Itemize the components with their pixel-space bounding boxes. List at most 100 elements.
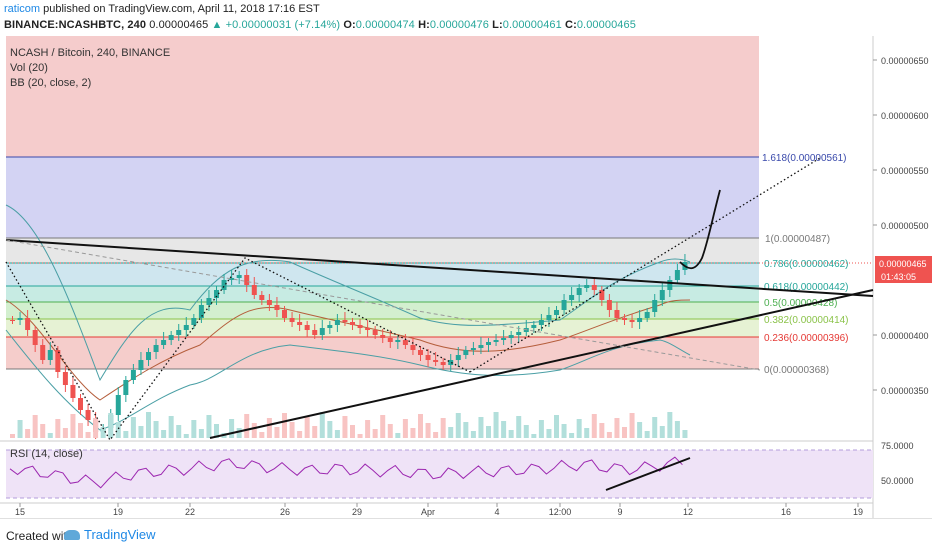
candle-body xyxy=(176,330,182,335)
volume-bar xyxy=(501,421,507,438)
volume-bar xyxy=(561,424,567,438)
volume-legend[interactable]: Vol (20) xyxy=(10,62,48,74)
candle-body xyxy=(584,285,590,288)
volume-bar xyxy=(191,420,197,438)
volume-bar xyxy=(259,432,265,438)
candle-body xyxy=(546,315,552,320)
rsi-tick-label: 75.0000 xyxy=(881,441,914,451)
candle-body xyxy=(342,320,348,322)
fib-label-1.618: 1.618(0.00000561) xyxy=(762,153,847,164)
volume-bar xyxy=(584,428,590,438)
rsi-legend[interactable]: RSI (14, close) xyxy=(10,448,83,460)
high-value: 0.00000476 xyxy=(429,19,489,31)
tradingview-logo[interactable]: TradingView xyxy=(64,527,156,542)
volume-bar xyxy=(236,428,242,438)
symbol-line: BINANCE:NCASHBTC, 240 0.00000465 ▲ +0.00… xyxy=(4,19,636,31)
rsi-range-band xyxy=(6,450,873,498)
volume-bar xyxy=(652,417,658,438)
candle-body xyxy=(130,370,136,380)
fib-label-1: 1(0.00000487) xyxy=(765,234,830,245)
fib-zone-4 xyxy=(6,286,759,302)
candle-body xyxy=(304,325,310,330)
candle-body xyxy=(153,345,159,352)
candle-body xyxy=(402,340,408,345)
volume-bar xyxy=(486,426,491,438)
candle-body xyxy=(667,280,673,290)
candle-body xyxy=(652,300,658,312)
open-value: 0.00000474 xyxy=(355,19,415,31)
publisher-name[interactable]: raticom xyxy=(4,3,41,15)
candle-body xyxy=(614,310,620,318)
low-label: L: xyxy=(492,19,503,31)
volume-bar xyxy=(55,419,61,438)
price-tick-label: 0.00000600 xyxy=(881,111,929,121)
volume-bar xyxy=(214,424,219,438)
candle-body xyxy=(289,318,295,322)
volume-bar xyxy=(538,420,544,438)
fib-zone-0 xyxy=(6,36,759,157)
countdown-badge xyxy=(875,270,932,283)
last-price: 0.00000465 xyxy=(149,19,209,31)
candle-body xyxy=(115,395,121,415)
candle-body xyxy=(62,372,68,385)
candle-body xyxy=(644,312,650,318)
volume-bar xyxy=(62,428,68,438)
volume-bar xyxy=(297,431,303,438)
candle-body xyxy=(32,330,38,345)
volume-bar xyxy=(554,415,559,438)
volume-bar xyxy=(448,427,454,438)
tradingview-cloud-icon xyxy=(64,530,80,540)
candle-body xyxy=(25,318,31,330)
volume-bar xyxy=(440,418,446,438)
volume-bar xyxy=(455,413,461,438)
candle-body xyxy=(599,290,605,300)
volume-bar xyxy=(637,422,643,438)
volume-bar xyxy=(334,430,340,438)
candle-body xyxy=(123,380,129,395)
candle-body xyxy=(297,322,303,325)
volume-bar xyxy=(153,421,159,438)
candle-body xyxy=(516,332,522,335)
volume-bar xyxy=(10,434,15,438)
volume-bar xyxy=(365,420,371,438)
candle-body xyxy=(282,310,287,318)
volume-bar xyxy=(659,426,665,438)
volume-bar xyxy=(606,432,612,438)
candle-body xyxy=(395,340,401,342)
candle-body xyxy=(221,280,227,290)
symbol-name[interactable]: BINANCE:NCASHBTC, 240 xyxy=(4,19,147,31)
volume-bar xyxy=(357,434,363,438)
current-price-badge xyxy=(875,256,932,270)
symbol-legend[interactable]: NCASH / Bitcoin, 240, BINANCE xyxy=(10,47,171,59)
price-tick-label: 0.00000650 xyxy=(881,56,929,66)
price-tick-label: 0.00000550 xyxy=(881,166,929,176)
ascending-trendline xyxy=(209,289,874,439)
candle-body xyxy=(659,290,665,300)
volume-bar xyxy=(85,432,91,438)
time-tick-label: 9 xyxy=(617,507,622,517)
candle-body xyxy=(274,305,280,310)
volume-bar xyxy=(470,431,476,438)
candle-body xyxy=(554,310,559,315)
candle-body xyxy=(78,398,83,410)
candle-body xyxy=(312,330,318,335)
countdown-label: 01:43:05 xyxy=(881,272,916,282)
tradingview-brand: TradingView xyxy=(84,527,156,542)
bollinger-legend[interactable]: BB (20, close, 2) xyxy=(10,77,92,89)
volume-bar xyxy=(183,434,189,438)
candle-body xyxy=(334,320,340,325)
volume-bar xyxy=(123,431,129,438)
dashed-channel-line xyxy=(5,239,761,371)
rsi-line xyxy=(9,456,683,489)
candle-body xyxy=(357,325,363,328)
volume-bar xyxy=(614,418,620,438)
volume-bar xyxy=(402,419,408,438)
fib-label-0.5: 0.5(0.00000428) xyxy=(764,298,837,309)
time-tick-label: 12 xyxy=(683,507,693,517)
candle-body xyxy=(674,270,680,280)
volume-bar xyxy=(576,419,582,438)
candle-body xyxy=(327,325,333,328)
candle-body xyxy=(183,325,189,330)
time-tick-label: 15 xyxy=(15,507,25,517)
